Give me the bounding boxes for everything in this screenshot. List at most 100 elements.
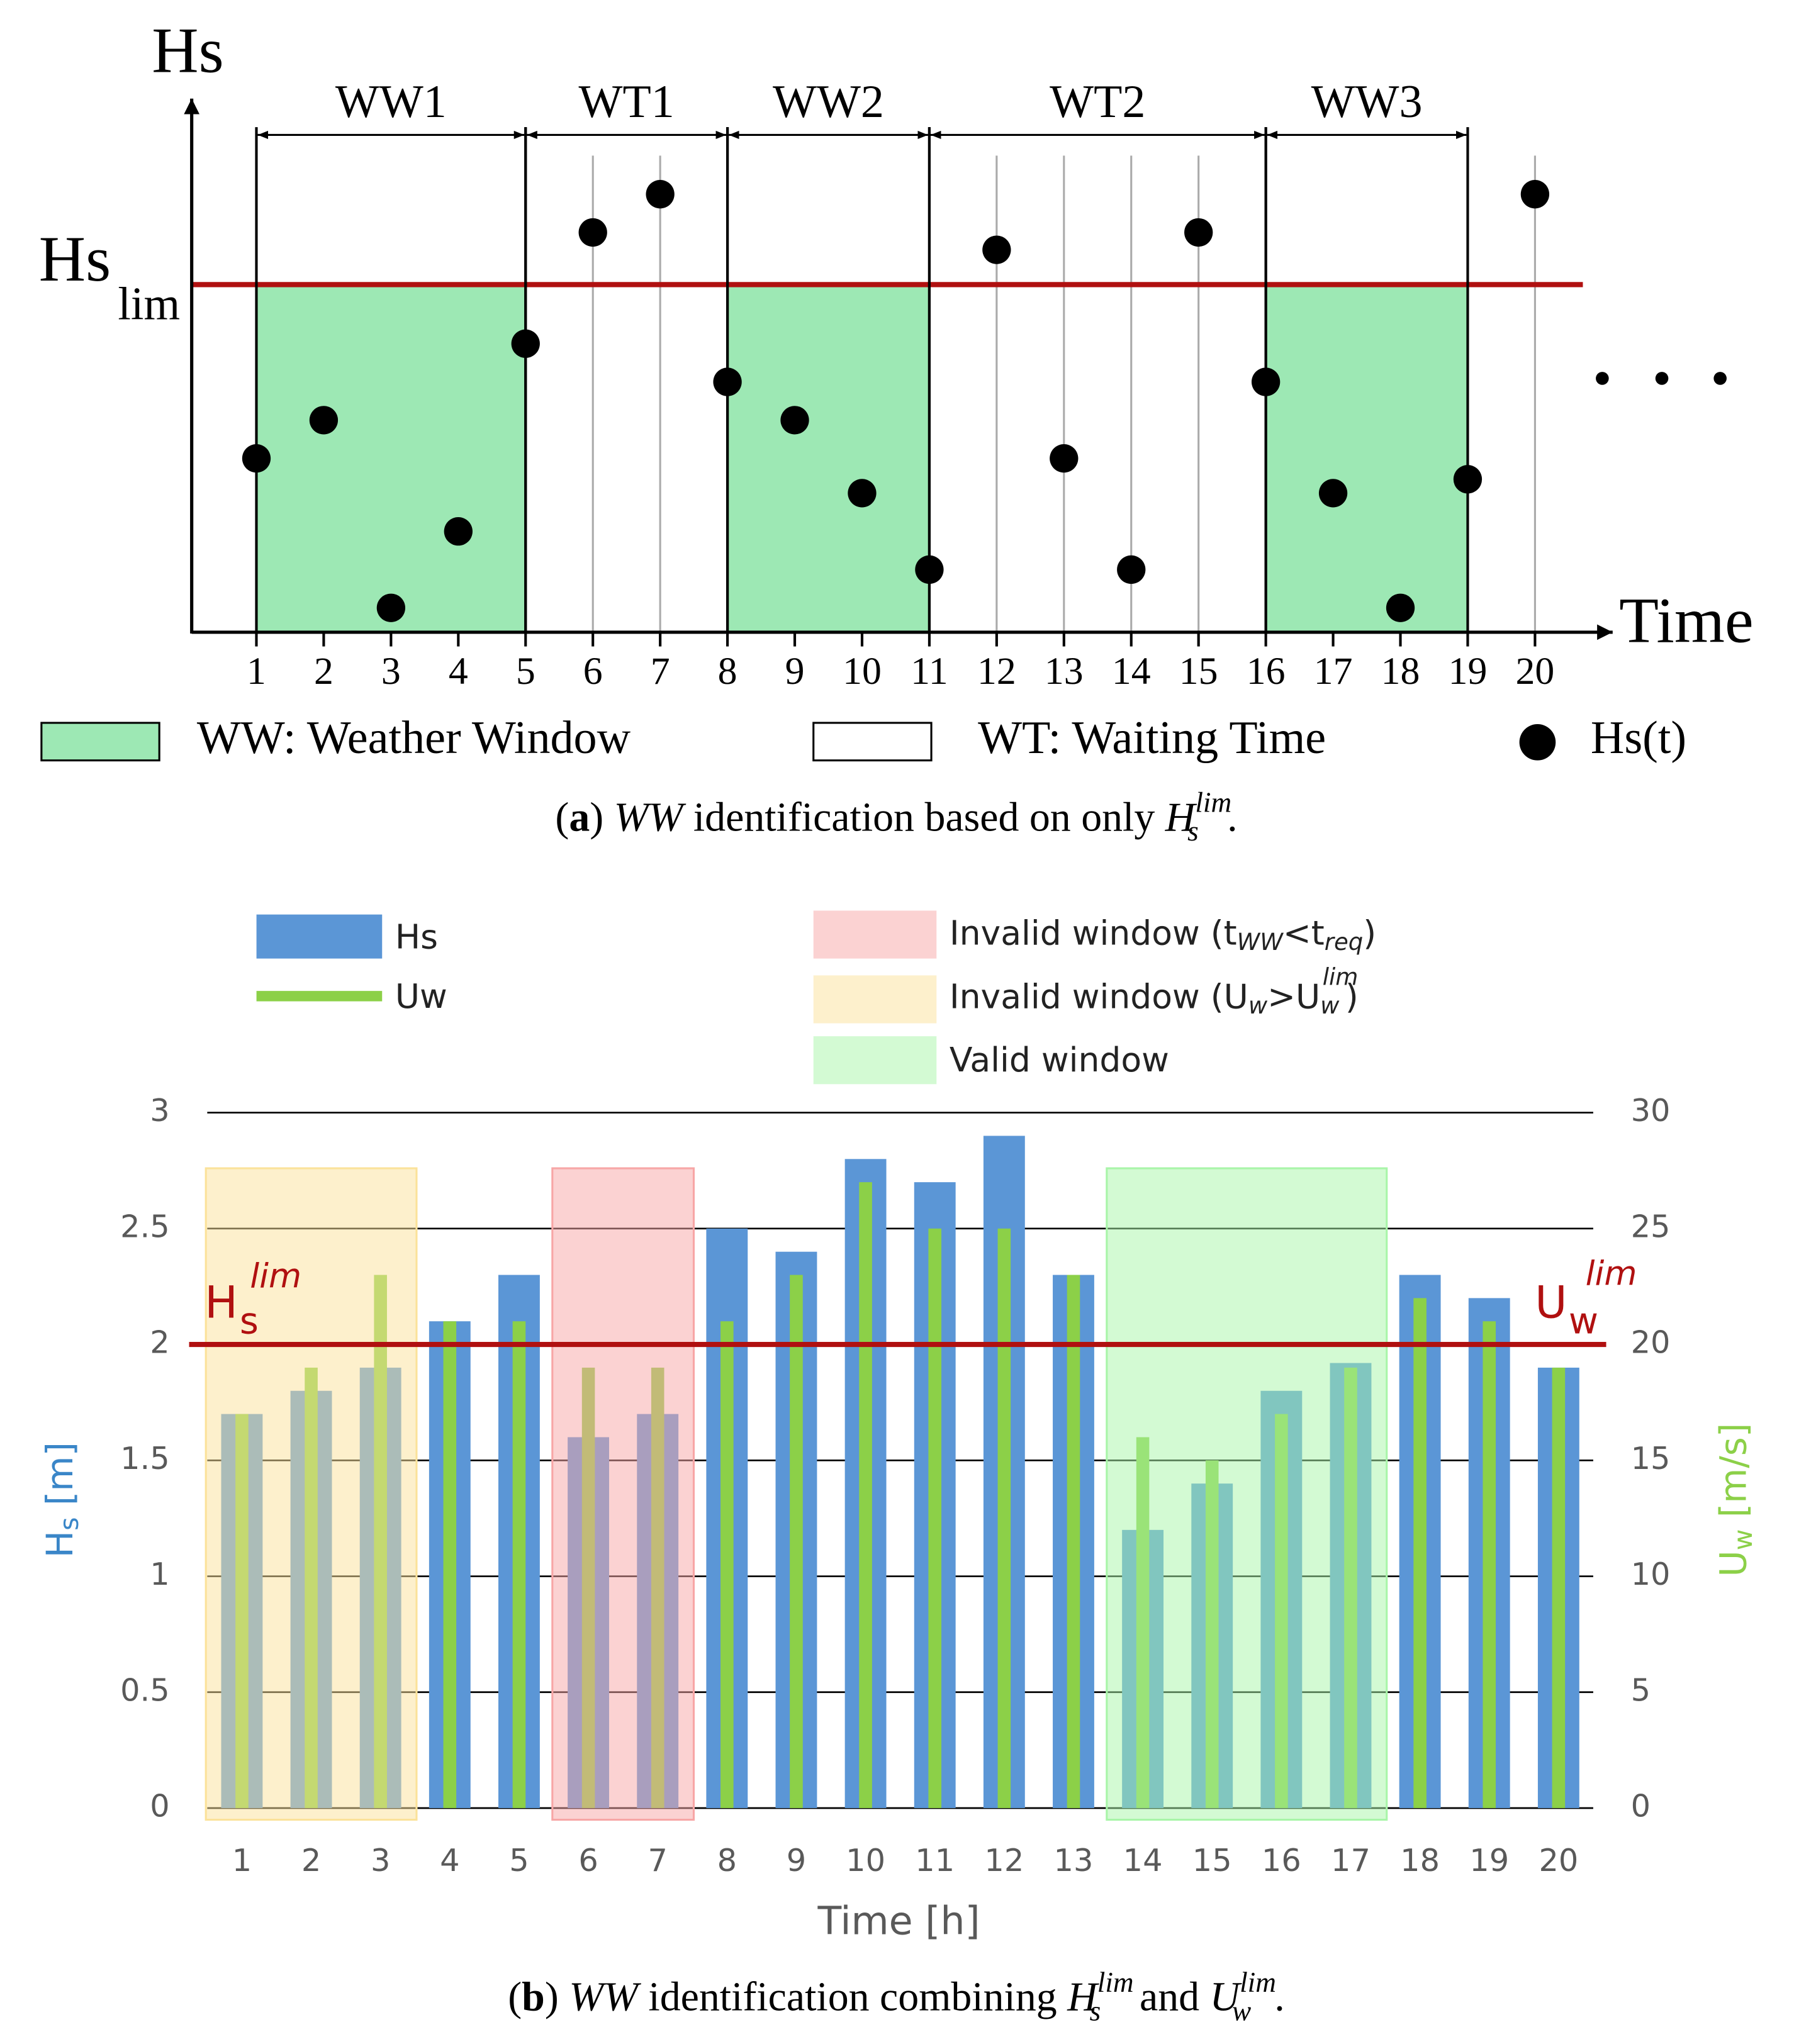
point [376, 593, 406, 622]
x-tick-label: 11 [911, 650, 948, 693]
legend-part: Invalid window (U [950, 976, 1248, 1016]
x-tick-label: 8 [718, 650, 737, 693]
x-tick-label: 19 [1469, 1842, 1509, 1879]
x-tick-label: 2 [314, 650, 334, 693]
x-tick-label: 12 [977, 650, 1016, 693]
legend-part: ) [1345, 976, 1359, 1016]
caption-part: . [1274, 1974, 1284, 2020]
legend-part: Invalid window (t [950, 913, 1237, 952]
legend-marker [813, 1036, 937, 1085]
legend-label: Invalid window (tWW<treq) [950, 913, 1376, 955]
bar [512, 1321, 526, 1808]
label-part: [m] [38, 1442, 81, 1517]
caption-part: . [1227, 795, 1237, 840]
point [1184, 218, 1213, 247]
x-tick-label: 2 [301, 1842, 321, 1879]
ellipsis-dot [1655, 372, 1669, 385]
threshold-label-sub: lim [118, 278, 180, 330]
y-tick-label: 2.5 [120, 1208, 170, 1244]
bar [1483, 1321, 1496, 1808]
bar [859, 1182, 872, 1808]
x-tick-label: 5 [509, 1842, 529, 1879]
bar [443, 1321, 457, 1808]
x-tick-label: 9 [787, 1842, 806, 1879]
point [1453, 465, 1483, 494]
legend-part: w [1248, 991, 1268, 1019]
y2-tick-label: 15 [1631, 1440, 1671, 1477]
legend-label: WT: Waiting Time [978, 712, 1326, 764]
legend-marker [1519, 724, 1556, 761]
legend-label: WW: Weather Window [197, 712, 631, 764]
point [848, 479, 877, 508]
y2-tick-label: 5 [1631, 1672, 1651, 1708]
point [646, 180, 675, 209]
region [205, 1167, 418, 1821]
point [511, 329, 540, 358]
window-label: WW1 [335, 76, 447, 128]
threshold-labels: H s lim U w lim [205, 1254, 1637, 1343]
window-fill [727, 284, 929, 632]
x-tick-label: 9 [785, 650, 805, 693]
x-tick-label: 12 [984, 1842, 1024, 1879]
y-tick-label: 0.5 [120, 1672, 170, 1708]
threshold-label: s [240, 1300, 259, 1343]
y2-tick-label: 25 [1631, 1208, 1671, 1244]
y-tick-label: 1 [150, 1556, 169, 1592]
threshold-label: w [1569, 1300, 1598, 1343]
x-tick-label: 13 [1054, 1842, 1094, 1879]
region-legend-text: Invalid window (tWW<treq) Invalid window… [950, 913, 1376, 1080]
caption-part: ( [555, 795, 569, 840]
window-fill [525, 284, 728, 632]
bar [997, 1228, 1011, 1808]
caption-part: U [1210, 1974, 1243, 2020]
x-tick-label: 14 [1123, 1842, 1163, 1879]
legend-label: Invalid window (Uw>Uwlim) [950, 963, 1359, 1019]
caption-part: H [1067, 1974, 1099, 2020]
label-part: [m/s] [1712, 1423, 1754, 1529]
point [1386, 593, 1415, 622]
legend-part: req [1325, 928, 1364, 955]
x-tick-label: 6 [583, 650, 603, 693]
y2-tick-label: 20 [1631, 1324, 1671, 1361]
caption-part: H [1165, 795, 1197, 840]
point [1050, 444, 1079, 473]
legend-part: >U [1267, 976, 1320, 1016]
legend-marker [813, 910, 937, 959]
point [309, 406, 339, 435]
caption-part: ( [508, 1974, 522, 2020]
x-tick-label: 6 [578, 1842, 598, 1879]
caption-part: lim [1195, 787, 1231, 818]
x-tick-label: 17 [1314, 650, 1353, 693]
x-tick-label: 11 [915, 1842, 955, 1879]
x-tick-label: 15 [1179, 650, 1218, 693]
x-tick-label: 20 [1516, 650, 1555, 693]
x-tick-label: 15 [1192, 1842, 1232, 1879]
caption-b: (b) WW identification combining Hlim s an… [508, 1967, 1284, 2026]
legend-label: Hs(t) [1591, 712, 1686, 764]
point [1318, 479, 1348, 508]
caption-part: lim [1240, 1967, 1276, 1998]
threshold-label: lim [250, 1256, 301, 1296]
legend-marker [40, 722, 160, 762]
x-tick-label: 16 [1247, 650, 1286, 693]
window-label: WW2 [773, 76, 884, 128]
caption-part: ) [590, 795, 614, 840]
x-tick-label: 14 [1112, 650, 1151, 693]
legend-part: WW [1237, 928, 1284, 955]
region [1106, 1167, 1388, 1821]
label-part: H [38, 1531, 81, 1558]
bar [720, 1321, 734, 1808]
bar [928, 1228, 942, 1808]
caption-part: and [1130, 1974, 1210, 2020]
point [780, 406, 809, 435]
point [1520, 180, 1550, 209]
y-axis-label: Hs [152, 15, 223, 87]
x-axis-label: Time [h] [817, 1898, 980, 1943]
point [1251, 367, 1281, 396]
point [578, 218, 607, 247]
x-tick-label: 13 [1045, 650, 1084, 693]
y2-tick-label: 30 [1631, 1092, 1671, 1129]
